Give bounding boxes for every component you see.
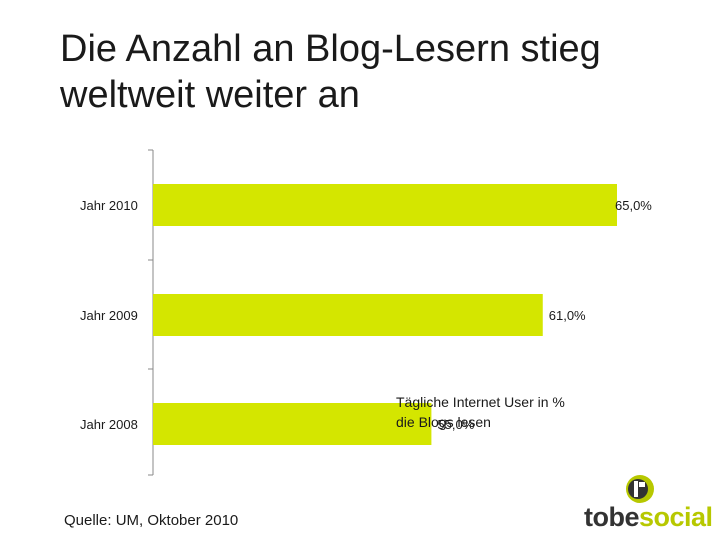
category-label: Jahr 2009 (80, 308, 138, 323)
category-label: Jahr 2008 (80, 417, 138, 432)
logo-text-social: social (639, 502, 713, 532)
logo-text-tobe: tobe (584, 502, 640, 532)
data-label: 65,0% (615, 198, 652, 213)
data-label: 55,0% (437, 417, 474, 432)
chart-annotation: Tägliche Internet User in % die Blogs les… (396, 394, 565, 430)
bar (153, 403, 432, 445)
tobesocial-logo-icon (626, 475, 654, 503)
data-label: 61,0% (549, 308, 586, 323)
bar-chart: Jahr 2010 65,0% Jahr 2009 61,0% Jahr 2008 55,… (80, 149, 652, 476)
category-label: Jahr 2010 (80, 198, 138, 213)
bar (153, 184, 617, 226)
bar (153, 294, 543, 336)
page-title: Die Anzahl an Blog-Lesern stieg weltweit… (60, 28, 601, 116)
logo-wordmark: tobesocial (584, 502, 713, 532)
source-note: Quelle: UM, Oktober 2010 (64, 512, 239, 529)
tobesocial-logo: tobesocial (584, 474, 718, 534)
